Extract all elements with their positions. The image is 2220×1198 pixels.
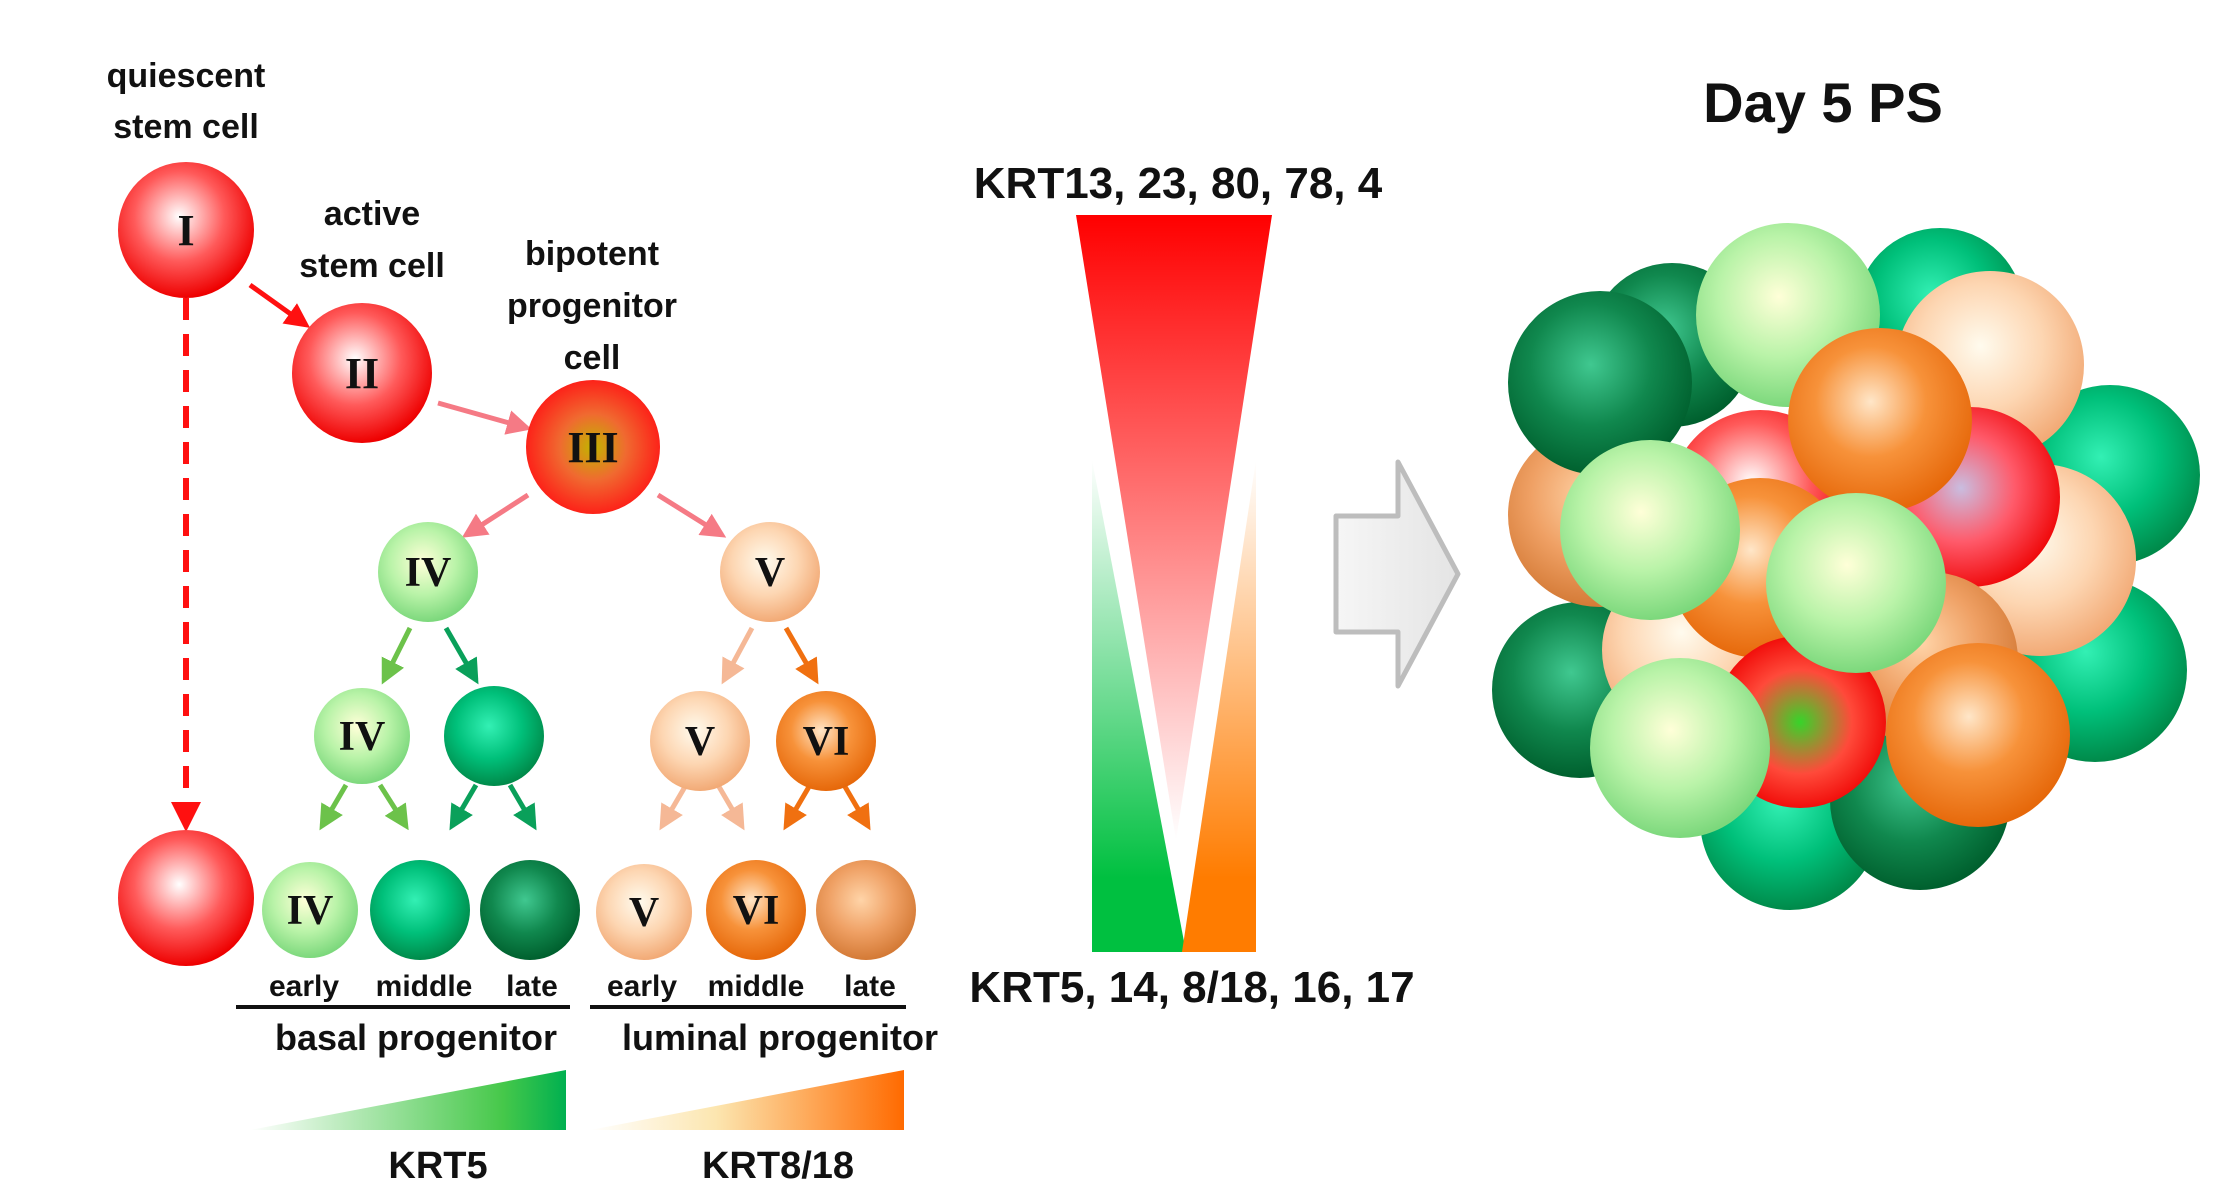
cell-label: I <box>177 206 194 255</box>
arrow-vi-to-late <box>841 783 871 831</box>
cell-label: VI <box>733 888 780 934</box>
krt5-bar-label: KRT5 <box>388 1145 487 1187</box>
active-label: active <box>324 195 420 233</box>
cell-basal-early: IV <box>262 862 358 958</box>
bipotent-label: bipotent <box>525 235 659 273</box>
cell-active: II <box>292 303 432 443</box>
cell-label: V <box>685 719 715 765</box>
bottom-markers-label: KRT5, 14, 8/18, 16, 17 <box>969 963 1414 1012</box>
sphere <box>1560 440 1740 620</box>
sphere <box>1590 658 1770 838</box>
cell-basal-late <box>480 860 580 960</box>
basal-late-label: late <box>506 970 558 1003</box>
cell-quiescent: I <box>118 162 254 298</box>
arrow-green-to-late <box>507 783 537 831</box>
active-label-2: stem cell <box>299 247 445 285</box>
cell-luminal-early: V <box>596 864 692 960</box>
krt5-gradient-bar <box>250 1070 566 1130</box>
arrow-basal-iv-left <box>381 626 413 685</box>
arrow-bipotent-to-basal <box>461 492 530 538</box>
luminal-late-label: late <box>844 970 896 1003</box>
arrow-active-to-bipotent <box>437 400 532 435</box>
krt818-gradient-bar <box>590 1070 904 1130</box>
cell-label: V <box>629 890 659 936</box>
cell-luminal-v: V <box>720 522 820 622</box>
basal-early-label: early <box>269 970 339 1003</box>
arrow-v-to-early <box>659 783 689 831</box>
quiescent-label: quiescent <box>107 57 266 95</box>
basal-group-label: basal progenitor <box>275 1017 557 1058</box>
cell-label: IV <box>405 550 452 596</box>
luminal-middle-label: middle <box>708 970 805 1003</box>
arrow-vi-to-middle <box>783 783 813 831</box>
day5-title: Day 5 PS <box>1703 71 1943 134</box>
cell-label: IV <box>287 888 334 934</box>
arrow-bipotent-to-luminal <box>656 492 727 538</box>
lineage-tree: I II III IV V IV V <box>107 57 938 1187</box>
cell-label: III <box>567 423 618 472</box>
cell-luminal-late <box>816 860 916 960</box>
arrow-quiescent-to-active <box>248 282 311 328</box>
arrow-green-to-middle <box>449 783 479 831</box>
cell-label: VI <box>803 719 850 765</box>
krt818-bar-label: KRT8/18 <box>702 1145 854 1187</box>
sphere <box>1508 291 1692 475</box>
cell-basal-green <box>444 686 544 786</box>
keratin-wedges: KRT13, 23, 80, 78, 4 KRT5, 14, 8/18, 16,… <box>969 159 1414 1012</box>
arrow-basal-iv-right <box>443 626 479 685</box>
cell-label: V <box>755 550 785 596</box>
luminal-early-label: early <box>607 970 677 1003</box>
red-wedge <box>1076 215 1272 840</box>
cell-basal-middle <box>370 860 470 960</box>
sphere <box>1766 493 1946 673</box>
luminal-group-label: luminal progenitor <box>622 1017 938 1058</box>
arrow-v-to-middle <box>715 783 745 831</box>
arrow-luminal-v-right <box>783 626 819 685</box>
top-markers-label: KRT13, 23, 80, 78, 4 <box>974 159 1383 208</box>
arrow-luminal-v-left <box>721 626 755 685</box>
orange-wedge <box>1182 460 1256 952</box>
quiescent-label-2: stem cell <box>113 108 259 146</box>
arrow-iv-to-middle <box>377 783 409 831</box>
bipotent-label-2: progenitor <box>507 287 677 325</box>
cell-label: II <box>345 349 379 398</box>
cell-luminal-v-2: V <box>650 691 750 791</box>
cell-basal-iv-2: IV <box>314 688 410 784</box>
arrow-iv-to-early <box>319 783 349 831</box>
day5-spheroid: Day 5 PS <box>1492 71 2200 910</box>
cell-label: IV <box>339 714 386 760</box>
cell-bipotent: III <box>526 380 660 514</box>
cell-luminal-middle: VI <box>706 860 806 960</box>
bipotent-label-3: cell <box>564 339 621 377</box>
cell-differentiated-red <box>118 830 254 966</box>
sphere <box>1788 328 1972 512</box>
transition-arrow <box>1333 459 1461 689</box>
green-wedge <box>1092 460 1186 952</box>
cell-luminal-vi: VI <box>776 691 876 791</box>
basal-middle-label: middle <box>376 970 473 1003</box>
sphere <box>1886 643 2070 827</box>
cell-basal-iv: IV <box>378 522 478 622</box>
